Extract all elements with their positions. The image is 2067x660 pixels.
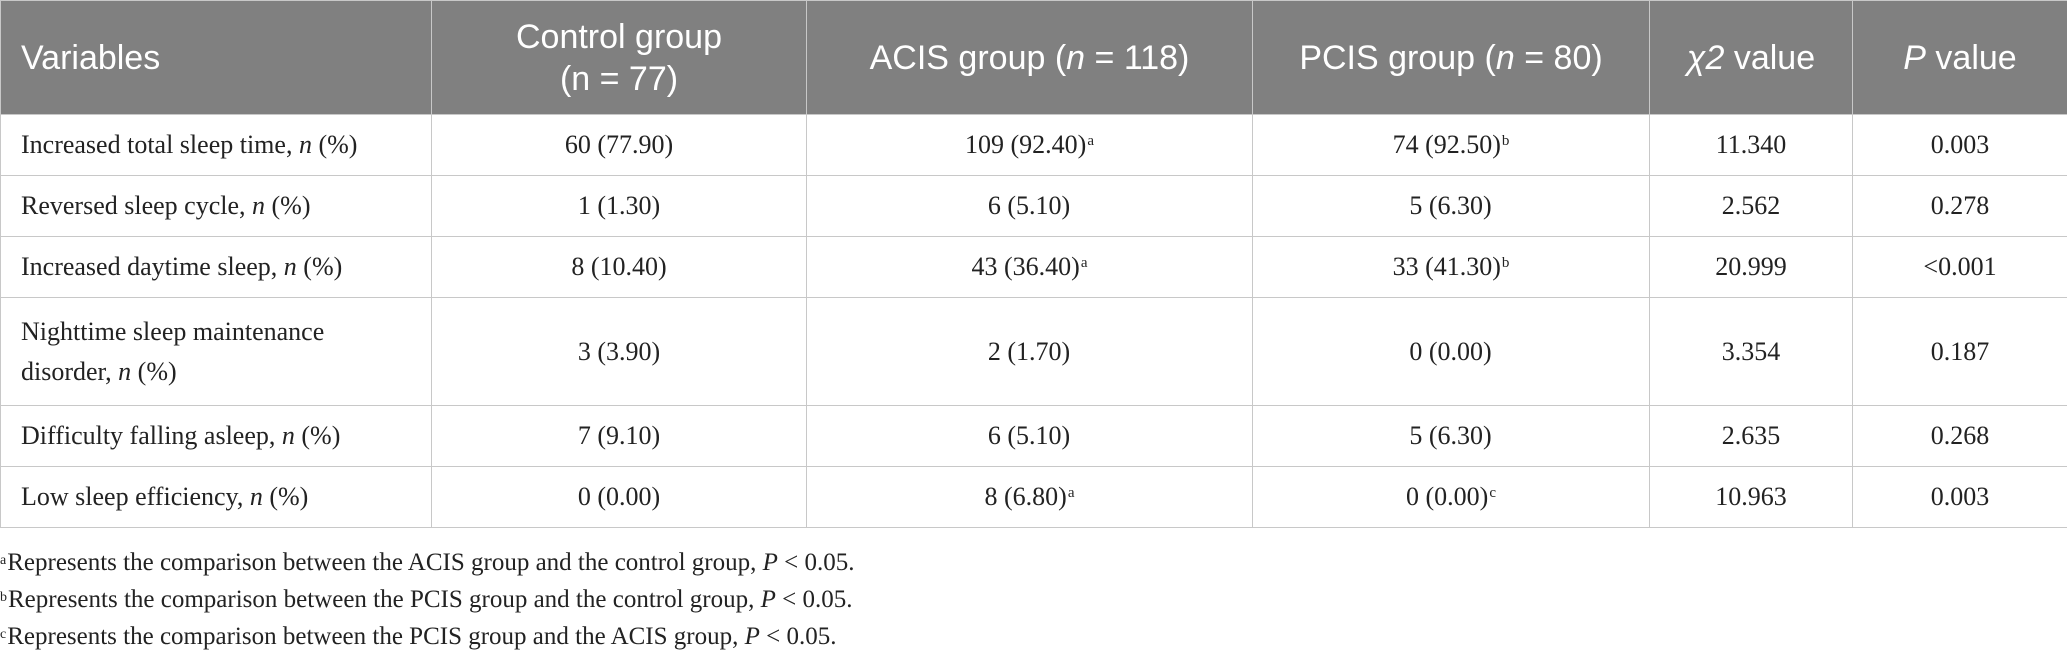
cell-p: 0.278 (1852, 175, 2067, 237)
row-label: Reversed sleep cycle, n (%) (0, 175, 432, 237)
header-row: Variables Control group (n = 77) ACIS gr… (0, 0, 2067, 115)
cell-acis: 2 (1.70) (806, 297, 1253, 406)
header-p-value: P value (1852, 0, 2067, 115)
row-label: Low sleep efficiency, n (%) (0, 466, 432, 528)
sleep-comparison-table: Variables Control group (n = 77) ACIS gr… (0, 0, 2067, 528)
cell-chi2: 2.562 (1649, 175, 1853, 237)
cell-control: 8 (10.40) (431, 236, 807, 298)
table-row: Increased total sleep time, n (%) 60 (77… (0, 114, 2067, 176)
cell-pcis: 5 (6.30) (1252, 405, 1650, 467)
row-label: Increased daytime sleep, n (%) (0, 236, 432, 298)
cell-acis: 6 (5.10) (806, 175, 1253, 237)
footnote-mark: a (1067, 485, 1075, 501)
footnote-c: cRepresents the comparison between the P… (0, 623, 837, 650)
cell-pcis: 0 (0.00) (1252, 297, 1650, 406)
cell-p: 0.268 (1852, 405, 2067, 467)
header-variables: Variables (0, 0, 432, 115)
cell-acis: 8 (6.80)a (806, 466, 1253, 528)
header-control-n: (n = 77) (559, 59, 679, 98)
table-row: Reversed sleep cycle, n (%) 1 (1.30) 6 (… (0, 175, 2067, 237)
cell-control: 3 (3.90) (431, 297, 807, 406)
table-header: Variables Control group (n = 77) ACIS gr… (0, 0, 2067, 115)
cell-acis: 43 (36.40)a (806, 236, 1253, 298)
cell-control: 0 (0.00) (431, 466, 807, 528)
cell-chi2: 10.963 (1649, 466, 1853, 528)
cell-control: 1 (1.30) (431, 175, 807, 237)
header-chi2-value: χ2 value (1649, 0, 1853, 115)
cell-pcis: 33 (41.30)b (1252, 236, 1650, 298)
cell-control: 60 (77.90) (431, 114, 807, 176)
table-footnotes: aRepresents the comparison between the A… (0, 544, 855, 655)
table-row: Difficulty falling asleep, n (%) 7 (9.10… (0, 405, 2067, 467)
footnote-mark: a (1080, 255, 1088, 271)
cell-p: 0.003 (1852, 114, 2067, 176)
table-row: Increased daytime sleep, n (%) 8 (10.40)… (0, 236, 2067, 298)
header-control-label: Control group (515, 17, 722, 56)
cell-acis: 6 (5.10) (806, 405, 1253, 467)
header-control-group: Control group (n = 77) (431, 0, 807, 115)
footnote-mark: a (1087, 133, 1094, 149)
footnote-b: bRepresents the comparison between the P… (0, 586, 853, 613)
header-acis-group: ACIS group (n = 118) (806, 0, 1253, 115)
cell-control: 7 (9.10) (431, 405, 807, 467)
cell-pcis: 74 (92.50)b (1252, 114, 1650, 176)
row-label: Nighttime sleep maintenance disorder, n … (0, 297, 432, 406)
cell-p: 0.187 (1852, 297, 2067, 406)
table-row: Nighttime sleep maintenance disorder, n … (0, 297, 2067, 406)
cell-chi2: 3.354 (1649, 297, 1853, 406)
footnote-a: aRepresents the comparison between the A… (0, 549, 855, 576)
cell-p: 0.003 (1852, 466, 2067, 528)
cell-chi2: 20.999 (1649, 236, 1853, 298)
table-body: Increased total sleep time, n (%) 60 (77… (0, 114, 2067, 528)
table-row: Low sleep efficiency, n (%) 0 (0.00) 8 (… (0, 466, 2067, 528)
cell-pcis: 0 (0.00)c (1252, 466, 1650, 528)
header-pcis-group: PCIS group (n = 80) (1252, 0, 1650, 115)
footnote-mark: b (1501, 133, 1510, 149)
cell-chi2: 2.635 (1649, 405, 1853, 467)
row-label: Increased total sleep time, n (%) (0, 114, 432, 176)
cell-chi2: 11.340 (1649, 114, 1853, 176)
footnote-mark: b (1501, 255, 1510, 271)
row-label: Difficulty falling asleep, n (%) (0, 405, 432, 467)
cell-p: <0.001 (1852, 236, 2067, 298)
footnote-mark: c (1489, 485, 1496, 501)
cell-pcis: 5 (6.30) (1252, 175, 1650, 237)
cell-acis: 109 (92.40)a (806, 114, 1253, 176)
